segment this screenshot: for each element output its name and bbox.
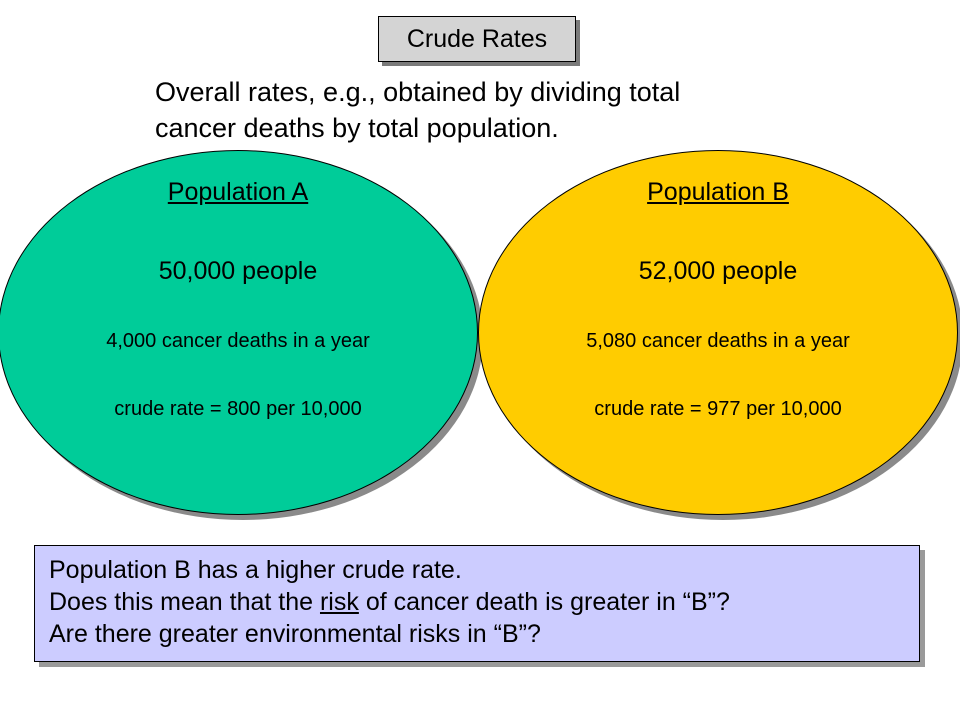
population-b-name: Population B (647, 178, 789, 206)
question-line-2-start: Does this mean that the (49, 588, 320, 616)
population-a-name: Population A (167, 178, 309, 206)
subtitle-line-2: cancer deaths by total population. (155, 113, 559, 143)
population-b-people: 52,000 people (638, 257, 798, 285)
subtitle-line-1: Overall rates, e.g., obtained by dividin… (155, 77, 681, 107)
slide-title: Crude Rates (378, 16, 576, 62)
question-box: Population B has a higher crude rate. Do… (34, 545, 920, 662)
population-b-ellipse (478, 150, 958, 515)
question-line-2-end: of cancer death is greater in “B”? (358, 588, 730, 616)
population-a-people: 50,000 people (158, 257, 318, 285)
question-line-2: Does this mean that the risk of cancer d… (49, 586, 919, 618)
population-b-deaths: 5,080 cancer deaths in a year (586, 330, 850, 352)
question-line-3: Are there greater environmental risks in… (49, 620, 541, 648)
population-a: Population A 50,000 people 4,000 cancer … (0, 150, 478, 515)
risk-word: risk (319, 588, 359, 616)
population-b: Population B 52,000 people 5,080 cancer … (478, 150, 958, 515)
question-line-1: Population B has a higher crude rate. (49, 556, 462, 584)
population-a-deaths: 4,000 cancer deaths in a year (106, 330, 370, 352)
population-a-rate: crude rate = 800 per 10,000 (114, 398, 362, 420)
population-a-ellipse (0, 150, 478, 515)
subtitle: Overall rates, e.g., obtained by dividin… (155, 74, 855, 146)
population-b-rate: crude rate = 977 per 10,000 (594, 398, 842, 420)
